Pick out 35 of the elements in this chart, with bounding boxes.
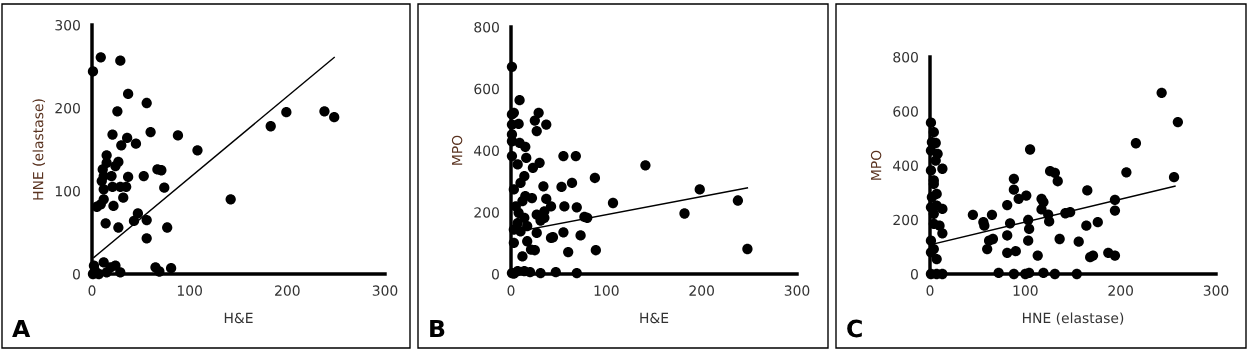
y-tick-label: 0 [491, 268, 499, 280]
y-tick-label: 100 [55, 185, 80, 197]
x-tick-label: 0 [507, 285, 515, 296]
x-tick-label: 100 [594, 285, 619, 296]
text: B [430, 319, 445, 338]
x-axis-title: H&E [640, 312, 669, 324]
y-tick-label: 200 [893, 214, 918, 226]
x-tick-label: 100 [177, 285, 202, 296]
y-tick-label: 600 [893, 106, 918, 117]
x-tick-label: 100 [1013, 285, 1038, 296]
text: A [12, 319, 31, 338]
x-tick-label: 300 [784, 285, 810, 296]
y-tick-label: 200 [55, 102, 80, 114]
y-tick-label: 200 [474, 207, 499, 218]
y-axis-title: HNE (elastase) [32, 99, 45, 200]
y-tick-label: 400 [474, 145, 499, 156]
x-tick-label: 200 [1108, 285, 1133, 296]
y-tick-label: 400 [893, 160, 918, 171]
y-tick-label: 0 [72, 268, 80, 280]
y-tick-label: 600 [474, 83, 499, 95]
x-tick-label: 300 [372, 285, 398, 296]
x-tick-label: 300 [1203, 285, 1229, 296]
text: C [847, 319, 862, 338]
y-tick-label: 300 [55, 19, 80, 31]
y-axis-title: MPO [451, 135, 463, 165]
y-axis-title: MPO [870, 150, 882, 180]
y-tick-label: 800 [893, 51, 918, 63]
x-tick-label: 0 [926, 285, 934, 296]
x-tick-label: 200 [689, 285, 714, 296]
y-tick-label: 800 [474, 21, 499, 33]
x-tick-label: 0 [88, 285, 96, 296]
x-axis-title: HNE (elastase) [1022, 312, 1124, 325]
y-tick-label: 0 [910, 268, 918, 280]
x-axis-title: H&E [224, 312, 253, 324]
x-tick-label: 200 [275, 285, 300, 296]
